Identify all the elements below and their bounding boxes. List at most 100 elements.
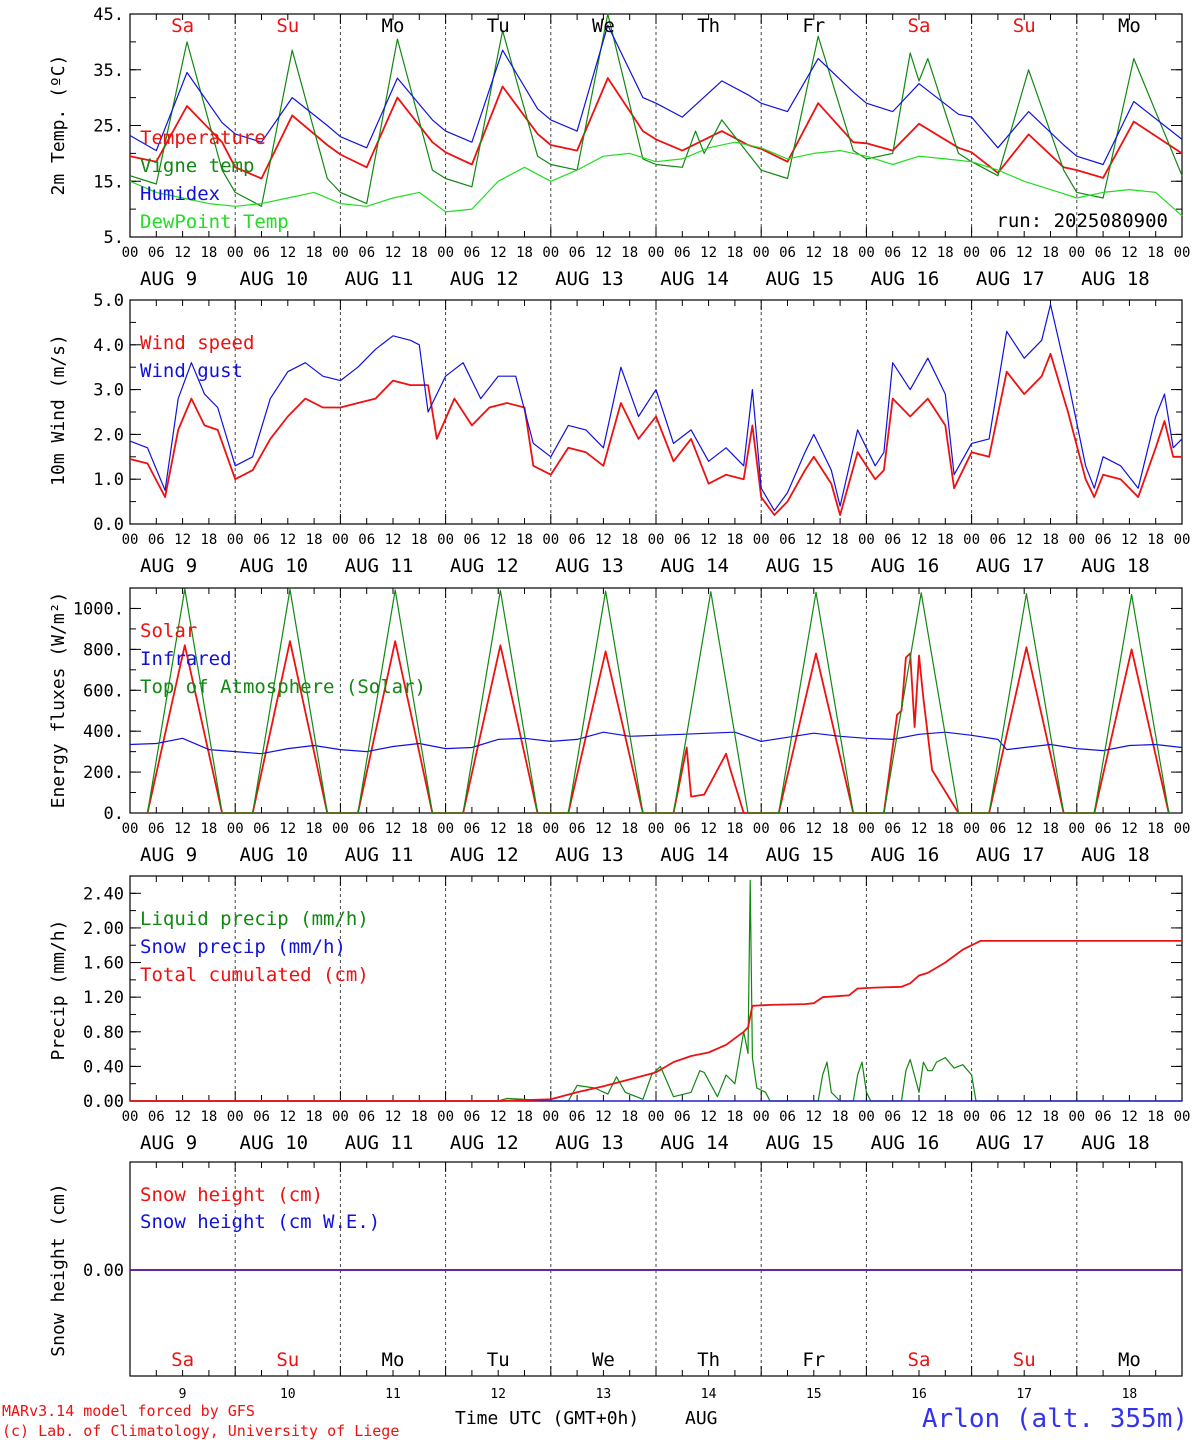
temp-weekday-label: Su: [276, 15, 299, 37]
wind-hour-label: 12: [174, 532, 191, 548]
temp-hour-label: 12: [595, 245, 612, 261]
energy-hour-label: 18: [516, 821, 533, 837]
snow-weekday-label: Th: [697, 1349, 720, 1371]
temp-hour-label: 18: [1042, 245, 1059, 261]
wind-series-line: [129, 303, 1183, 512]
snow-weekday-label: Mo: [1118, 1349, 1141, 1371]
temp-hour-label: 18: [516, 245, 533, 261]
precip-hour-label: 12: [174, 1109, 191, 1125]
energy-hour-label: 06: [884, 821, 901, 837]
precip-date-label: AUG 18: [1081, 1132, 1150, 1154]
temp-weekday-label: Sa: [171, 15, 194, 37]
wind-date-label: AUG 9: [140, 555, 197, 577]
temp-legend-entry: Humidex: [140, 183, 220, 205]
wind-hour-label: 06: [779, 532, 796, 548]
energy-hour-label: 12: [595, 821, 612, 837]
wind-date-label: AUG 18: [1081, 555, 1150, 577]
temp-y-tick-label: 35.: [93, 61, 124, 81]
energy-hour-label: 12: [1121, 821, 1138, 837]
temp-hour-label: 06: [989, 245, 1006, 261]
precip-hour-label: 00: [1068, 1109, 1085, 1125]
precip-date-label: AUG 14: [660, 1132, 729, 1154]
temp-hour-label: 18: [726, 245, 743, 261]
wind-hour-label: 12: [700, 532, 717, 548]
temp-hour-label: 12: [911, 245, 928, 261]
temp-date-label: AUG 13: [555, 268, 624, 290]
precip-legend-entry: Total cumulated (cm): [140, 964, 369, 986]
temp-date-label: AUG 12: [450, 268, 519, 290]
precip-hour-label: 06: [148, 1109, 165, 1125]
precip-hour-label: 00: [542, 1109, 559, 1125]
wind-hour-label: 00: [227, 532, 244, 548]
precip-hour-label: 00: [1174, 1109, 1191, 1125]
energy-hour-label: 00: [332, 821, 349, 837]
precip-date-label: AUG 11: [345, 1132, 414, 1154]
snow-day-number: 9: [179, 1387, 187, 1402]
energy-y-axis-label: Energy fluxes (W/m²): [48, 592, 69, 809]
footer-model-note: MARv3.14 model forced by GFS: [2, 1402, 255, 1420]
snow-panel: 0.00 Snow height (cm) Snow height (cm) Snow…: [48, 1161, 1183, 1402]
snow-weekday-label: Sa: [908, 1349, 931, 1371]
temp-weekday-label: Mo: [1118, 15, 1141, 37]
wind-hour-label: 06: [358, 532, 375, 548]
snow-legend-entry: Snow height (cm W.E.): [140, 1211, 380, 1233]
energy-hour-label: 12: [279, 821, 296, 837]
temp-hour-label: 06: [253, 245, 270, 261]
energy-hour-label: 18: [200, 821, 217, 837]
precip-legend-entry: Snow precip (mm/h): [140, 936, 346, 958]
energy-hour-label: 00: [1068, 821, 1085, 837]
precip-date-label: AUG 16: [871, 1132, 940, 1154]
wind-date-label: AUG 13: [555, 555, 624, 577]
location-label: Arlon (alt. 355m): [922, 1404, 1188, 1434]
precip-hour-label: 18: [306, 1109, 323, 1125]
temp-hour-label: 00: [963, 245, 980, 261]
wind-date-label: AUG 15: [765, 555, 834, 577]
precip-hour-label: 18: [1042, 1109, 1059, 1125]
energy-hour-label: 00: [648, 821, 665, 837]
temp-hour-label: 12: [490, 245, 507, 261]
snow-day-number: 17: [1016, 1387, 1032, 1402]
temp-hour-label: 06: [779, 245, 796, 261]
temp-hour-label: 00: [753, 245, 770, 261]
temp-y-axis-label: 2m Temp. (ºC): [48, 55, 69, 196]
energy-hour-label: 00: [858, 821, 875, 837]
snow-day-number: 15: [806, 1387, 822, 1402]
energy-hour-label: 06: [989, 821, 1006, 837]
energy-legend-entry: Infrared: [140, 648, 232, 670]
meteogram-panels: 5. 15. 25. 35. 45. 2m Temp. (ºC) Temperature Vi…: [48, 5, 1190, 1402]
precip-hour-label: 18: [621, 1109, 638, 1125]
wind-panel: 0.0 1.0 2.0 3.0 4.0 5.0 10m Wind (m/s) Wind spe…: [48, 291, 1190, 577]
temp-hour-label: 06: [884, 245, 901, 261]
snow-weekday-label: Su: [1013, 1349, 1036, 1371]
time-axis-month: AUG: [685, 1408, 718, 1429]
precip-y-tick-label: 0.40: [83, 1057, 124, 1077]
precip-hour-label: 00: [122, 1109, 139, 1125]
precip-y-tick-label: 0.80: [83, 1023, 124, 1043]
wind-hour-label: 18: [306, 532, 323, 548]
precip-hour-label: 06: [989, 1109, 1006, 1125]
temp-legend-entry: Temperature: [140, 127, 266, 149]
temp-weekday-label: Sa: [908, 15, 931, 37]
temp-hour-label: 00: [858, 245, 875, 261]
energy-hour-label: 06: [358, 821, 375, 837]
precip-hour-label: 06: [253, 1109, 270, 1125]
energy-date-label: AUG 12: [450, 844, 519, 866]
wind-hour-label: 06: [1095, 532, 1112, 548]
wind-hour-label: 06: [569, 532, 586, 548]
temp-hour-label: 00: [542, 245, 559, 261]
precip-hour-label: 12: [700, 1109, 717, 1125]
energy-date-label: AUG 17: [976, 844, 1045, 866]
wind-hour-label: 18: [516, 532, 533, 548]
wind-hour-label: 12: [911, 532, 928, 548]
temp-date-label: AUG 17: [976, 268, 1045, 290]
wind-hour-label: 00: [437, 532, 454, 548]
wind-y-tick-label: 1.0: [93, 470, 124, 490]
energy-hour-label: 06: [463, 821, 480, 837]
energy-hour-label: 18: [937, 821, 954, 837]
precip-hour-label: 00: [437, 1109, 454, 1125]
snow-day-number: 18: [1122, 1387, 1138, 1402]
temp-hour-label: 18: [1147, 245, 1164, 261]
energy-date-label: AUG 13: [555, 844, 624, 866]
temp-hour-label: 18: [306, 245, 323, 261]
precip-hour-label: 00: [963, 1109, 980, 1125]
